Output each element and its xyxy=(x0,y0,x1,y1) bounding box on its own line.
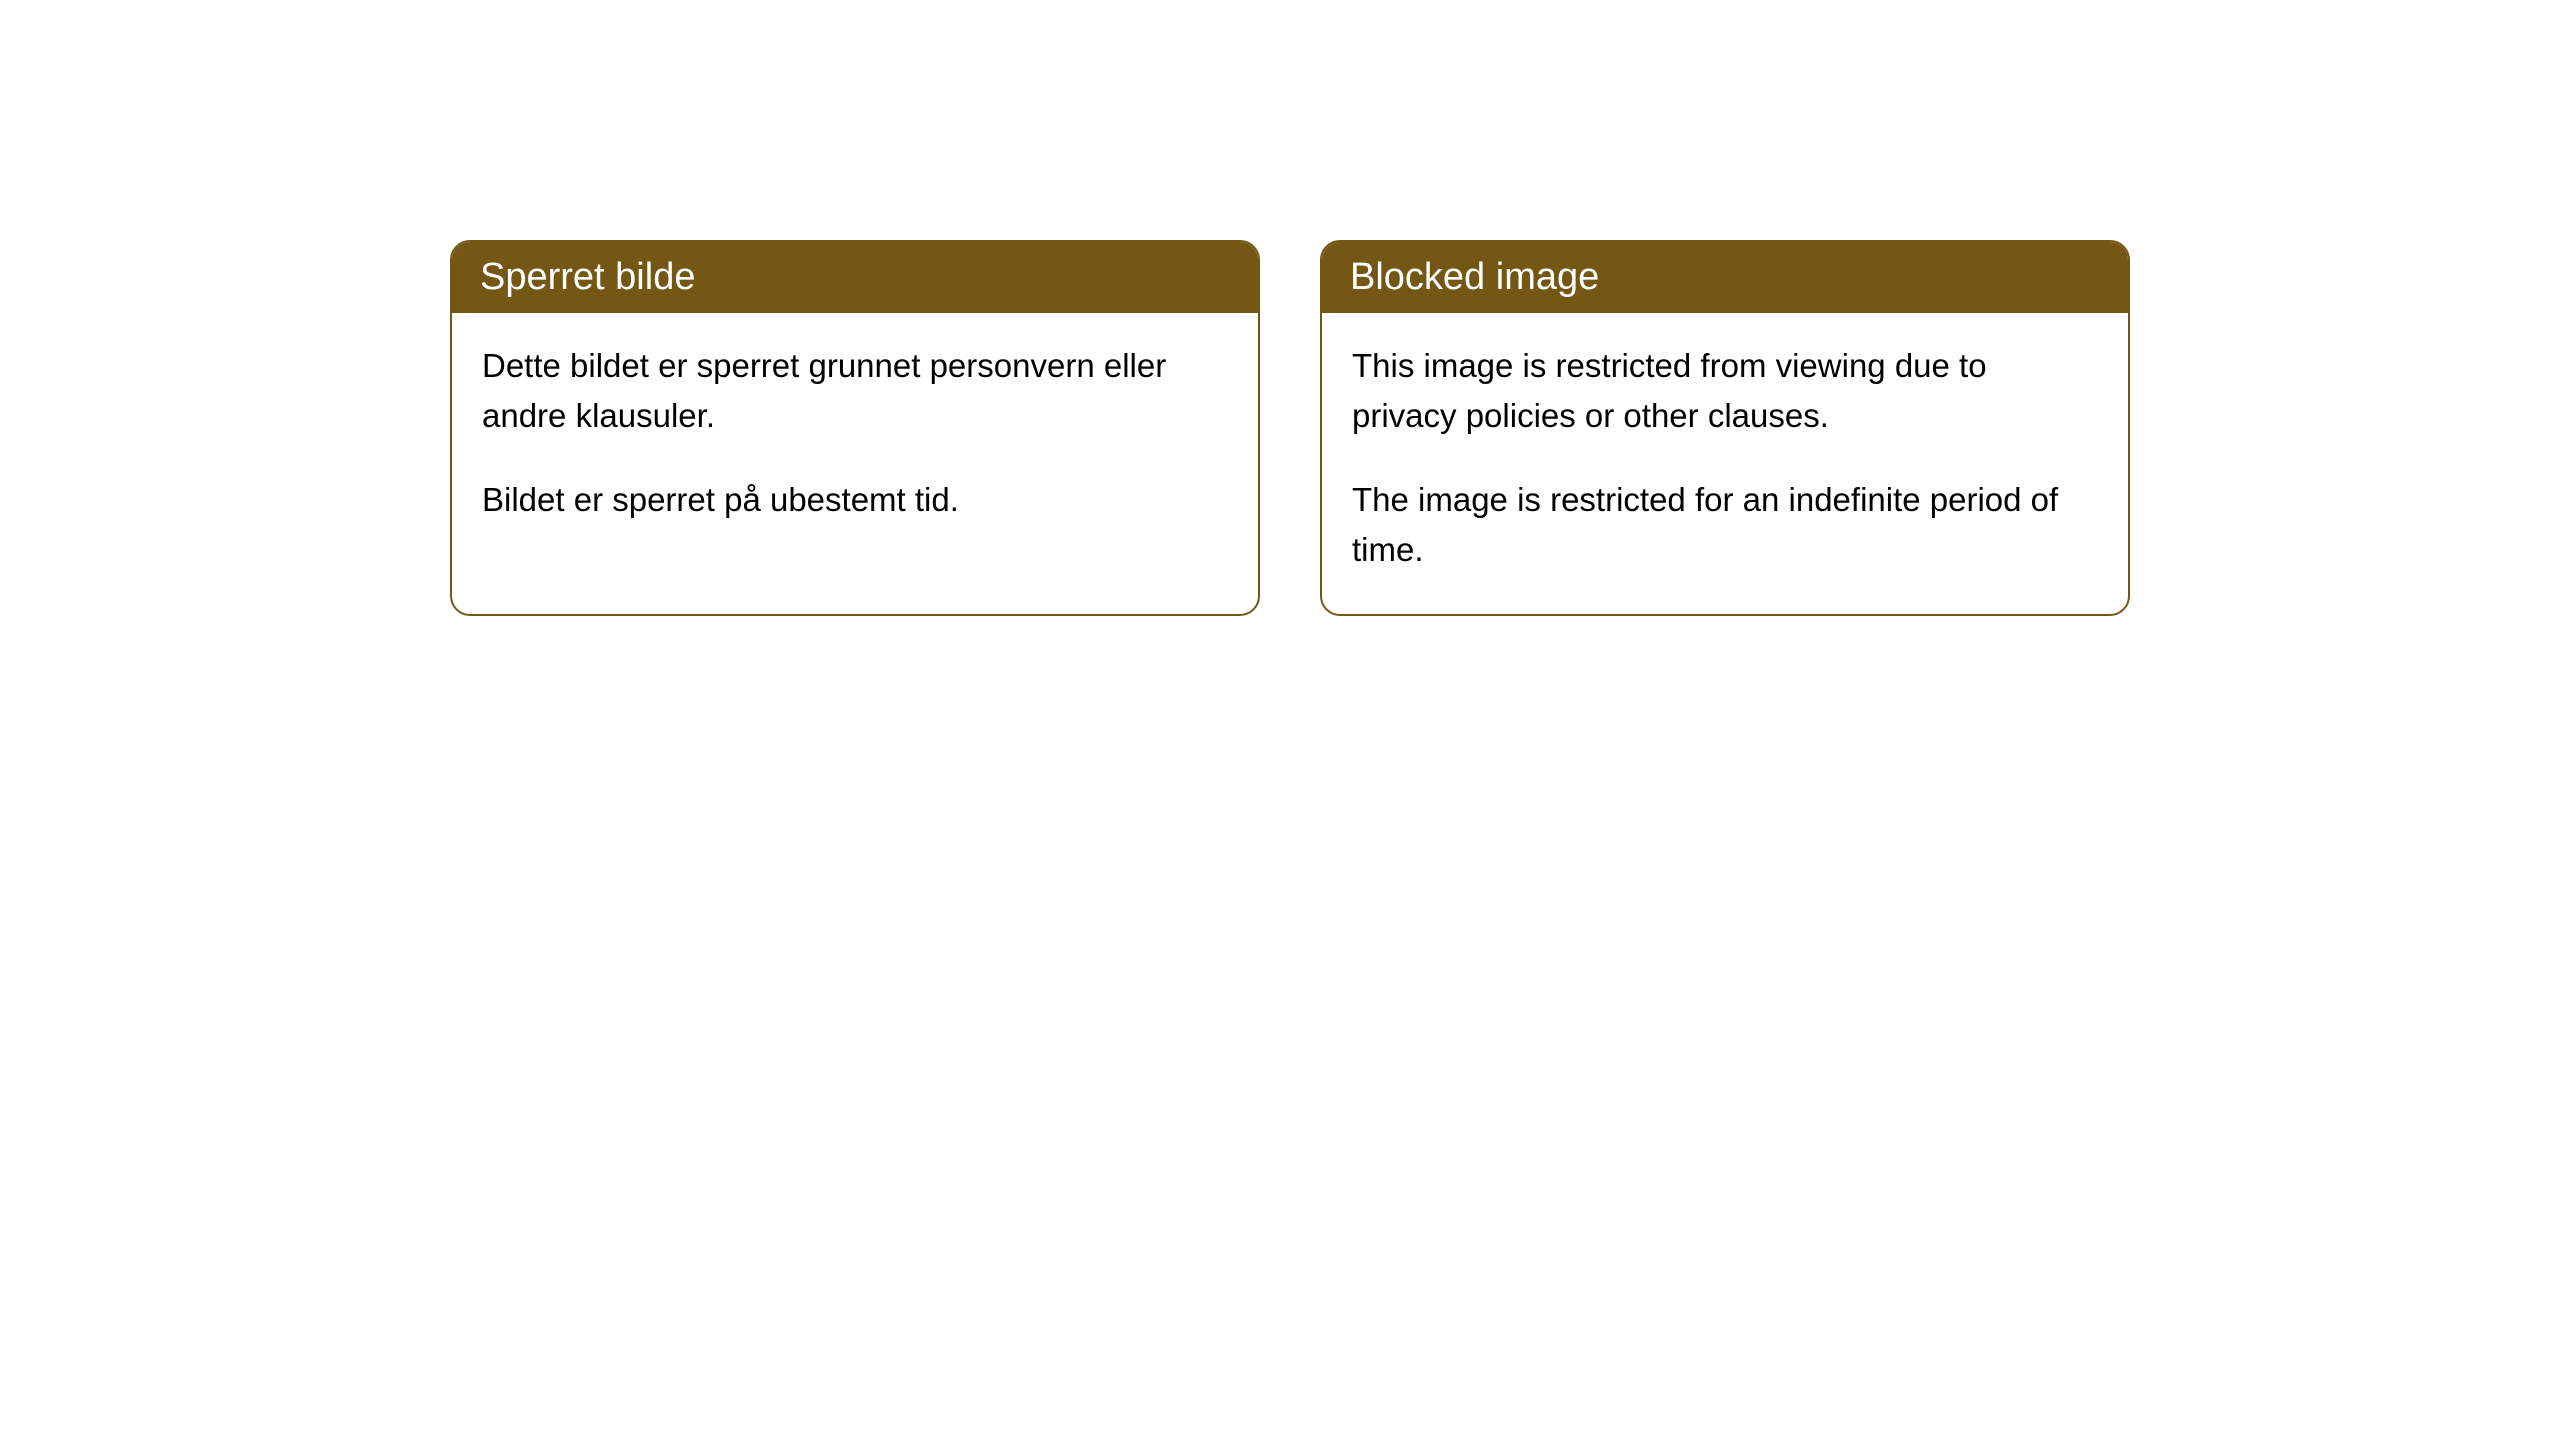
blocked-image-card-norwegian: Sperret bilde Dette bildet er sperret gr… xyxy=(450,240,1260,616)
card-body: Dette bildet er sperret grunnet personve… xyxy=(452,313,1258,565)
card-paragraph: Bildet er sperret på ubestemt tid. xyxy=(482,475,1228,525)
blocked-image-card-english: Blocked image This image is restricted f… xyxy=(1320,240,2130,616)
card-header: Blocked image xyxy=(1322,242,2128,313)
card-title: Sperret bilde xyxy=(480,256,695,298)
notice-cards-container: Sperret bilde Dette bildet er sperret gr… xyxy=(0,0,2560,616)
card-body: This image is restricted from viewing du… xyxy=(1322,313,2128,614)
card-paragraph: This image is restricted from viewing du… xyxy=(1352,341,2098,440)
card-paragraph: The image is restricted for an indefinit… xyxy=(1352,475,2098,574)
card-header: Sperret bilde xyxy=(452,242,1258,313)
card-paragraph: Dette bildet er sperret grunnet personve… xyxy=(482,341,1228,440)
card-title: Blocked image xyxy=(1350,256,1599,298)
